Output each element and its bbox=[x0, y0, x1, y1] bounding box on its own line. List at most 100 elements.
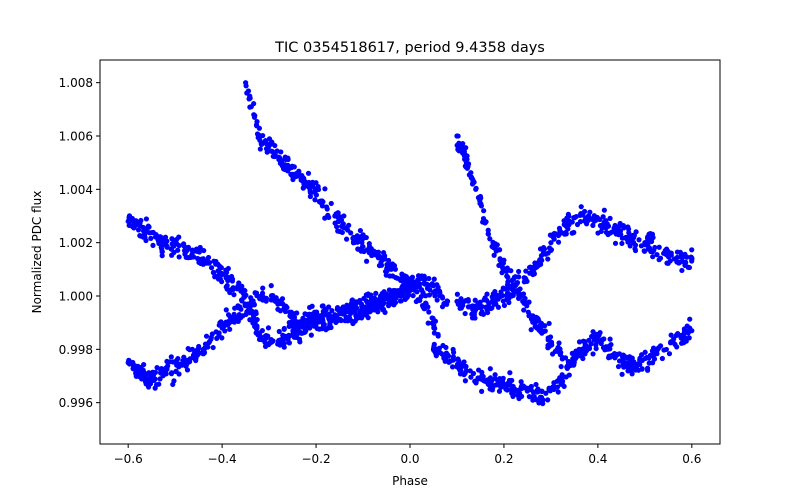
scatter-point bbox=[205, 254, 212, 261]
scatter-point bbox=[163, 371, 169, 377]
scatter-point bbox=[280, 339, 286, 345]
scatter-point bbox=[659, 355, 665, 362]
scatter-point bbox=[413, 298, 419, 305]
scatter-point bbox=[168, 354, 174, 360]
scatter-point bbox=[484, 291, 490, 297]
scatter-point bbox=[288, 165, 294, 171]
scatter-point bbox=[138, 233, 144, 239]
scatter-point bbox=[409, 274, 416, 280]
scatter-point bbox=[450, 349, 457, 355]
scatter-point bbox=[268, 283, 274, 289]
scatter-point bbox=[682, 251, 688, 257]
scatter-point bbox=[602, 347, 608, 353]
scatter-point bbox=[251, 302, 257, 308]
scatter-point bbox=[190, 248, 196, 255]
scatter-point bbox=[290, 314, 296, 320]
scatter-point bbox=[238, 288, 244, 294]
scatter-point bbox=[682, 262, 688, 268]
scatter-point bbox=[470, 370, 477, 377]
scatter-point bbox=[549, 351, 556, 357]
scatter-point bbox=[307, 189, 313, 196]
scatter-point bbox=[319, 198, 325, 204]
scatter-point bbox=[570, 356, 576, 362]
scatter-point bbox=[687, 316, 693, 322]
scatter-point bbox=[252, 319, 258, 325]
scatter-point bbox=[277, 308, 284, 314]
scatter-point bbox=[492, 288, 498, 295]
scatter-point bbox=[518, 393, 525, 399]
scatter-point bbox=[503, 386, 509, 392]
scatter-point bbox=[462, 310, 468, 317]
data-points bbox=[125, 80, 695, 407]
scatter-point bbox=[337, 306, 343, 312]
scatter-point bbox=[313, 180, 319, 186]
scatter-point bbox=[210, 269, 217, 276]
scatter-point bbox=[555, 389, 561, 395]
scatter-point bbox=[477, 197, 483, 204]
scatter-point bbox=[455, 146, 461, 153]
scatter-point bbox=[322, 186, 328, 192]
scatter-point bbox=[504, 265, 510, 271]
scatter-point bbox=[418, 287, 425, 293]
scatter-point bbox=[461, 156, 468, 162]
scatter-point bbox=[458, 363, 464, 369]
scatter-point bbox=[265, 148, 271, 154]
scatter-point bbox=[368, 246, 374, 252]
scatter-point bbox=[189, 346, 195, 352]
scatter-point bbox=[270, 153, 276, 159]
data-point bbox=[426, 309, 432, 315]
scatter-point bbox=[410, 293, 416, 299]
scatter-point bbox=[607, 215, 613, 221]
scatter-point bbox=[194, 255, 201, 262]
scatter-point bbox=[663, 251, 670, 257]
scatter-point bbox=[268, 337, 274, 343]
scatter-point bbox=[681, 326, 687, 332]
scatter-point bbox=[334, 211, 341, 217]
scatter-point bbox=[202, 345, 208, 351]
scatter-point bbox=[435, 331, 441, 338]
scatter-point bbox=[363, 312, 370, 318]
scatter-point bbox=[487, 236, 493, 242]
scatter-point bbox=[617, 220, 623, 227]
scatter-point bbox=[157, 366, 164, 372]
scatter-point bbox=[514, 288, 520, 294]
scatter-point bbox=[497, 257, 503, 263]
scatter-point bbox=[301, 318, 307, 324]
scatter-point bbox=[185, 345, 191, 352]
scatter-point bbox=[253, 122, 260, 128]
scatter-point bbox=[562, 355, 569, 361]
scatter-point bbox=[625, 224, 631, 230]
scatter-point bbox=[623, 235, 629, 241]
scatter-point bbox=[307, 325, 313, 331]
scatter-point bbox=[440, 342, 446, 349]
scatter-point bbox=[441, 300, 447, 307]
scatter-point bbox=[500, 265, 506, 271]
scatter-point bbox=[223, 269, 230, 275]
scatter-point bbox=[300, 175, 306, 181]
scatter-point bbox=[561, 383, 567, 389]
scatter-point bbox=[493, 382, 499, 388]
scatter-point bbox=[593, 216, 599, 222]
scatter-point bbox=[359, 239, 365, 246]
scatter-point bbox=[556, 340, 562, 346]
scatter-point bbox=[439, 295, 446, 301]
scatter-point bbox=[534, 325, 540, 331]
scatter-point bbox=[181, 241, 187, 247]
scatter-point bbox=[342, 318, 348, 324]
scatter-point bbox=[258, 133, 264, 139]
scatter-point bbox=[483, 219, 489, 225]
scatter-point bbox=[489, 299, 495, 305]
scatter-point bbox=[349, 297, 356, 303]
y-tick-label: 1.000 bbox=[59, 290, 93, 304]
scatter-point bbox=[415, 273, 422, 279]
scatter-point bbox=[231, 292, 237, 298]
scatter-point bbox=[363, 308, 370, 314]
scatter-point bbox=[269, 148, 275, 155]
scatter-point bbox=[175, 356, 181, 362]
scatter-point bbox=[539, 388, 545, 395]
scatter-point bbox=[484, 307, 490, 313]
scatter-point bbox=[525, 385, 532, 392]
scatter-point bbox=[491, 252, 497, 258]
scatter-point bbox=[565, 211, 571, 217]
scatter-point bbox=[603, 225, 609, 231]
